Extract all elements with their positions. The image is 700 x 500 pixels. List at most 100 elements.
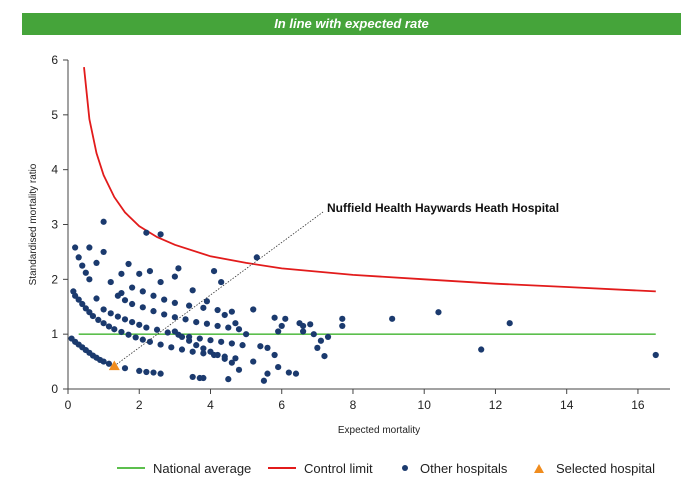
hospital-point <box>129 284 136 291</box>
hospital-point <box>278 322 285 330</box>
hospital-point <box>161 311 168 318</box>
hospital-point <box>178 333 186 341</box>
legend-label-selected-hospital: Selected hospital <box>556 460 656 476</box>
hospital-point <box>72 244 79 251</box>
hospital-point <box>189 373 196 381</box>
y-tick-label: 2 <box>51 272 58 286</box>
hospital-point <box>168 344 175 351</box>
y-tick-label: 5 <box>51 108 58 122</box>
hospital-point <box>271 314 278 321</box>
annotation-leader-line <box>114 211 324 367</box>
hospital-point <box>157 231 164 238</box>
hospital-point <box>203 298 211 305</box>
hospital-point <box>214 306 221 314</box>
hospital-point <box>86 276 93 283</box>
legend-control-limit: Control limit <box>268 458 373 478</box>
hospital-point <box>228 359 235 366</box>
hospital-point <box>207 348 214 355</box>
hospital-point <box>175 265 182 272</box>
hospital-point <box>221 311 228 319</box>
hospital-point <box>105 360 113 367</box>
hospital-point <box>243 331 250 338</box>
hospital-point <box>200 304 207 311</box>
selected-hospital-marker-group <box>108 360 120 371</box>
hospital-point <box>200 374 207 382</box>
legend-line-national-average <box>117 467 145 469</box>
hospital-point <box>129 300 136 308</box>
y-tick-label: 6 <box>51 53 58 67</box>
hospital-point <box>652 351 659 359</box>
hospital-point <box>157 370 164 377</box>
hospital-point <box>150 308 157 315</box>
x-tick-label: 12 <box>489 398 503 412</box>
hospital-point <box>178 346 186 353</box>
hospital-point <box>435 309 442 316</box>
hospital-point <box>143 229 150 236</box>
hospital-point <box>218 338 225 345</box>
hospital-point <box>257 343 264 350</box>
hospital-point <box>310 331 317 338</box>
hospital-point <box>292 370 300 377</box>
hospital-point <box>207 337 214 344</box>
hospital-point <box>282 315 289 322</box>
hospital-point <box>153 326 161 333</box>
hospital-point <box>228 308 235 315</box>
hospital-point <box>114 313 121 320</box>
hospital-point <box>232 355 239 362</box>
hospital-point <box>317 337 325 344</box>
hospital-point <box>271 351 278 359</box>
hospital-point <box>200 345 207 352</box>
hospital-point <box>171 314 178 321</box>
hospital-point <box>235 366 243 373</box>
hospital-point <box>75 254 82 261</box>
hospital-point <box>157 341 164 348</box>
hospital-point <box>157 278 164 286</box>
x-tick-label: 8 <box>350 398 357 412</box>
hospital-point <box>300 322 307 330</box>
hospital-point <box>161 296 168 303</box>
hospital-point <box>132 334 139 341</box>
hospital-point <box>107 278 114 286</box>
control-limit-curve <box>83 67 656 293</box>
hospital-point <box>125 260 132 268</box>
status-banner: In line with expected rate <box>22 13 681 35</box>
hospital-point <box>186 302 193 309</box>
hospital-point <box>136 367 143 375</box>
y-axis-title: Standardised mortality ratio <box>28 163 39 285</box>
hospital-point <box>111 326 118 333</box>
x-tick-label: 0 <box>65 398 72 412</box>
hospital-point <box>121 316 129 323</box>
hospital-point <box>107 310 114 317</box>
hospital-point <box>389 315 396 322</box>
hospital-point <box>225 376 232 383</box>
hospital-point <box>105 323 113 330</box>
legend-dot-other-hospitals <box>402 465 408 471</box>
hospital-point <box>79 262 86 269</box>
hospital-point <box>150 369 157 376</box>
hospital-point <box>171 273 178 280</box>
hospital-point <box>95 316 102 324</box>
hospital-point <box>235 326 243 333</box>
legend: National average Control limit Other hos… <box>0 458 700 478</box>
hospital-point <box>210 268 218 275</box>
hospital-point <box>260 377 268 384</box>
hospital-point <box>139 304 146 311</box>
hospital-point <box>232 320 239 327</box>
hospital-point <box>321 353 328 360</box>
x-tick-label: 2 <box>136 398 143 412</box>
hospital-point <box>218 278 225 286</box>
hospital-point <box>189 287 196 294</box>
control-limit-curve-path <box>83 67 656 293</box>
x-axis-title: Expected mortality <box>338 425 420 436</box>
hospital-point <box>139 288 146 295</box>
x-tick-label: 14 <box>560 398 574 412</box>
selected-hospital-marker <box>108 360 120 371</box>
x-tick-label: 4 <box>207 398 214 412</box>
hospital-point <box>82 269 89 276</box>
hospital-point <box>171 328 178 335</box>
hospital-point <box>136 321 143 328</box>
hospital-point <box>214 351 221 359</box>
hospital-point <box>150 292 157 299</box>
other-hospitals-points <box>68 218 659 384</box>
